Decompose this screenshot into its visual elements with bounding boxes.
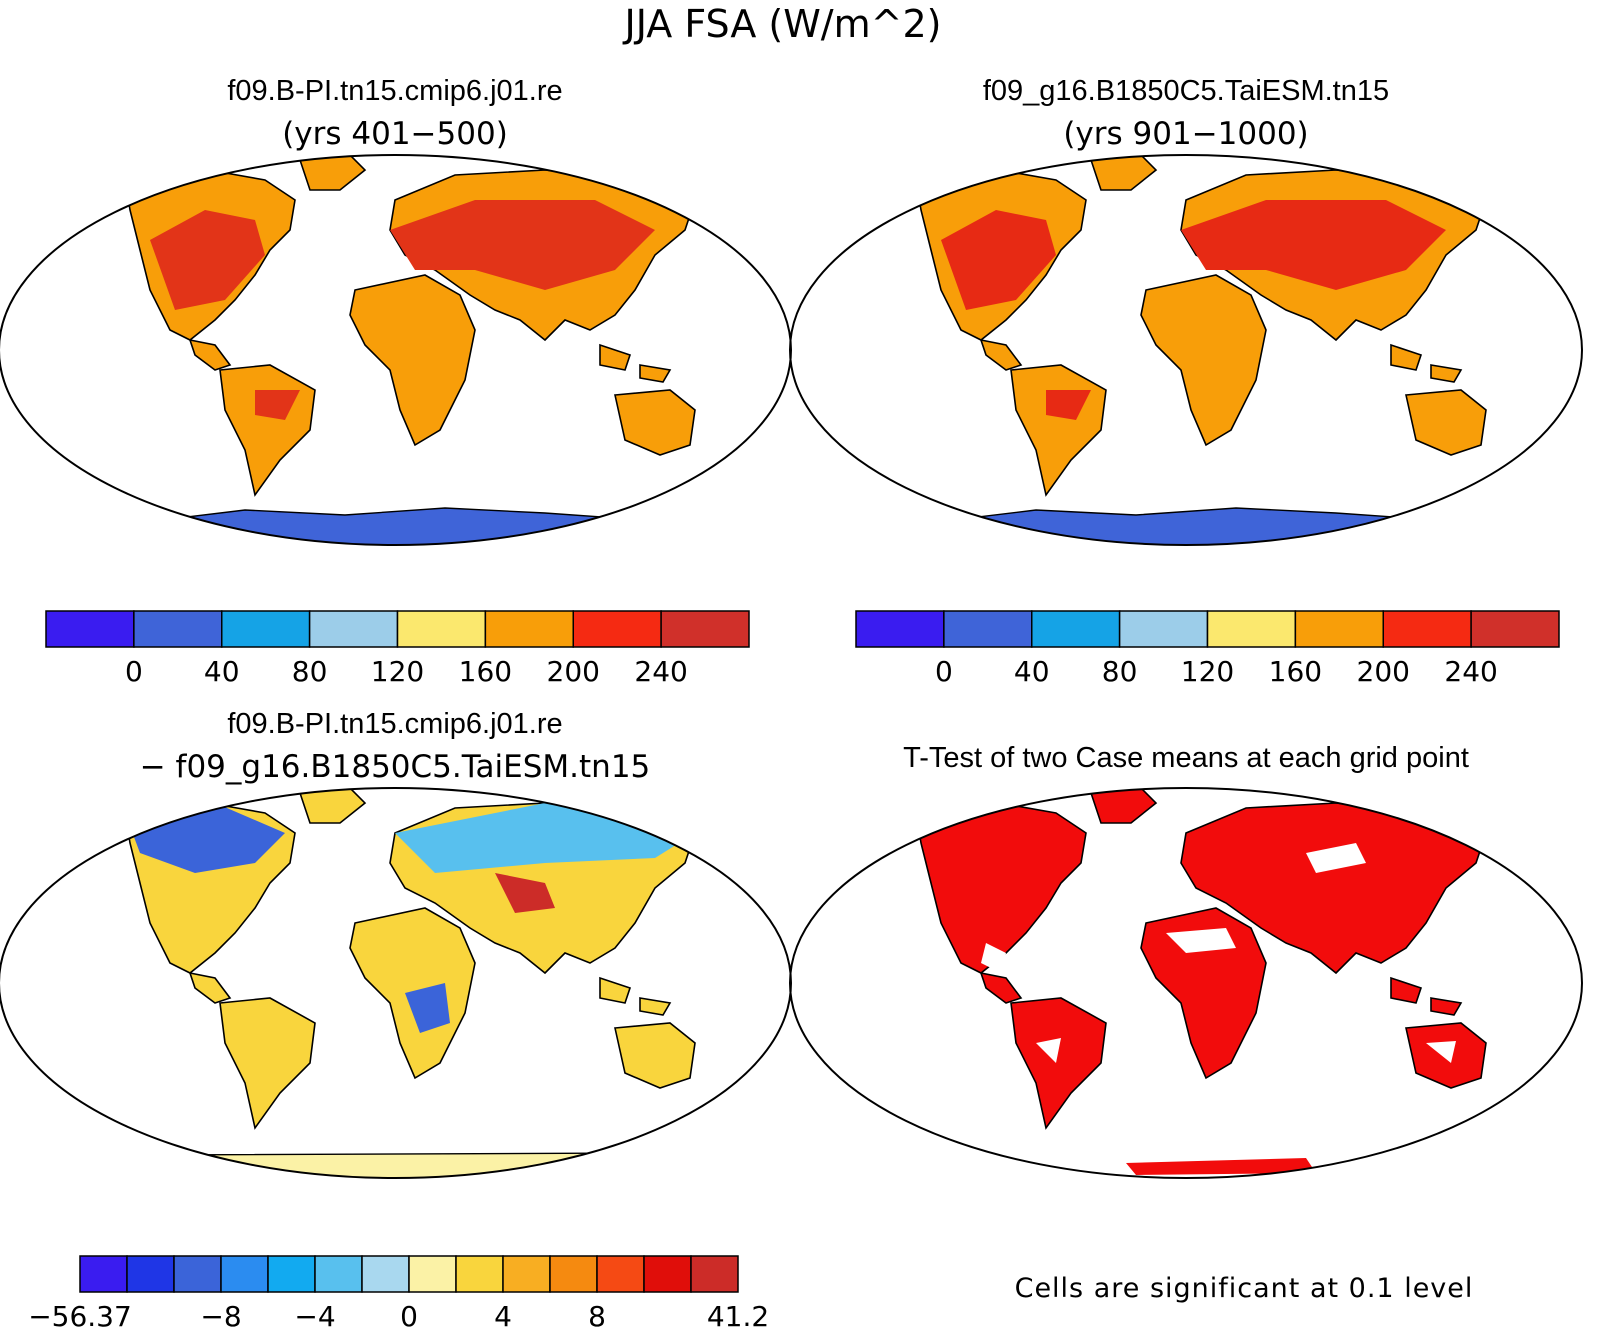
colorbar-swatch	[308, 610, 399, 648]
panel-case-b: f09_g16.B1850C5.TaiESM.tn15 (yrs 901−100…	[789, 75, 1583, 688]
colorbar-tick-label: 80	[292, 655, 328, 688]
colorbar-tick-label: 120	[1181, 655, 1234, 688]
colorbar-swatch	[1118, 610, 1209, 648]
colorbar-swatch	[1031, 610, 1121, 648]
colorbar-swatch	[855, 610, 945, 648]
colorbar-swatch	[943, 610, 1033, 648]
colorbar-tick-label: 160	[459, 655, 512, 688]
colorbar-tick-label: 240	[634, 655, 687, 688]
colorbar-swatch	[455, 1255, 504, 1293]
colorbar-tick-label: 80	[1102, 655, 1138, 688]
panel-a-colorbar: 0 40 80 120 160 200 240	[45, 610, 750, 688]
colorbar-tick-label: 120	[371, 655, 424, 688]
panel-a-subtitle: (yrs 401−500)	[282, 116, 508, 152]
colorbar-swatch	[267, 1255, 316, 1293]
colorbar-swatch	[1294, 610, 1384, 648]
colorbar-tick-label: 40	[1014, 655, 1050, 688]
panel-c-map	[124, 788, 696, 1178]
panel-b-title: f09_g16.B1850C5.TaiESM.tn15	[983, 75, 1389, 107]
colorbar-swatch	[79, 1255, 128, 1293]
colorbar-tick-label: 240	[1444, 655, 1497, 688]
colorbar-tick-label: 200	[547, 655, 600, 688]
panel-a-title: f09.B-PI.tn15.cmip6.j01.re	[227, 75, 562, 107]
colorbar-swatch	[1382, 610, 1472, 648]
colorbar-tick-label: 4	[494, 1300, 512, 1327]
colorbar-swatch	[126, 1255, 175, 1293]
panel-c-subtitle: − f09_g16.B1850C5.TaiESM.tn15	[140, 749, 651, 785]
colorbar-swatch	[1206, 610, 1297, 648]
panel-b-map-border	[789, 154, 1583, 546]
colorbar-swatch	[314, 1255, 363, 1293]
colorbar-tick-label: 160	[1269, 655, 1322, 688]
colorbar-tick-label: 41.2	[707, 1300, 769, 1327]
colorbar-swatch	[45, 610, 135, 648]
panel-case-a: f09.B-PI.tn15.cmip6.j01.re (yrs 401−500)…	[0, 75, 792, 688]
colorbar-tick-label: −56.37	[28, 1300, 132, 1327]
colorbar-swatch	[549, 1255, 598, 1293]
panel-d-map	[915, 788, 1487, 1175]
colorbar-tick-label: 0	[935, 655, 953, 688]
panel-b-colorbar: 0 40 80 120 160 200 240	[855, 610, 1560, 688]
colorbar-tick-label: −8	[200, 1300, 241, 1327]
panel-b-map	[915, 155, 1487, 545]
panel-d-title: T-Test of two Case means at each grid po…	[903, 742, 1469, 774]
panel-d-map-border	[789, 787, 1583, 1179]
panel-b-subtitle: (yrs 901−1000)	[1063, 116, 1308, 152]
panel-d-footnote: Cells are significant at 0.1 level	[1015, 1273, 1474, 1304]
colorbar-swatch	[221, 610, 311, 648]
colorbar-swatch	[484, 610, 574, 648]
panel-c-title: f09.B-PI.tn15.cmip6.j01.re	[227, 708, 562, 740]
colorbar-tick-label: 0	[125, 655, 143, 688]
colorbar-swatch	[660, 610, 750, 648]
colorbar-tick-label: 40	[204, 655, 240, 688]
panel-a-map	[124, 155, 696, 545]
colorbar-swatch	[690, 1255, 739, 1293]
figure-title: JJA FSA (W/m^2)	[623, 2, 942, 46]
colorbar-tick-label: −4	[294, 1300, 335, 1327]
colorbar-swatch	[361, 1255, 410, 1293]
colorbar-swatch	[643, 1255, 692, 1293]
colorbar-swatch	[408, 1255, 457, 1293]
colorbar-swatch	[572, 610, 662, 648]
colorbar-swatch	[596, 1255, 645, 1293]
colorbar-swatch	[396, 610, 487, 648]
colorbar-swatch	[1470, 610, 1560, 648]
panel-difference: f09.B-PI.tn15.cmip6.j01.re − f09_g16.B18…	[0, 708, 792, 1327]
colorbar-swatch	[220, 1255, 269, 1293]
colorbar-tick-label: 8	[588, 1300, 606, 1327]
colorbar-tick-label: 200	[1357, 655, 1410, 688]
colorbar-swatch	[133, 610, 223, 648]
panel-c-colorbar: −56.37 −8 −4 0 4 8 41.2	[28, 1255, 769, 1327]
panel-ttest: T-Test of two Case means at each grid po…	[789, 742, 1583, 1304]
colorbar-swatch	[173, 1255, 222, 1293]
colorbar-swatch	[502, 1255, 551, 1293]
colorbar-tick-label: 0	[400, 1300, 418, 1327]
